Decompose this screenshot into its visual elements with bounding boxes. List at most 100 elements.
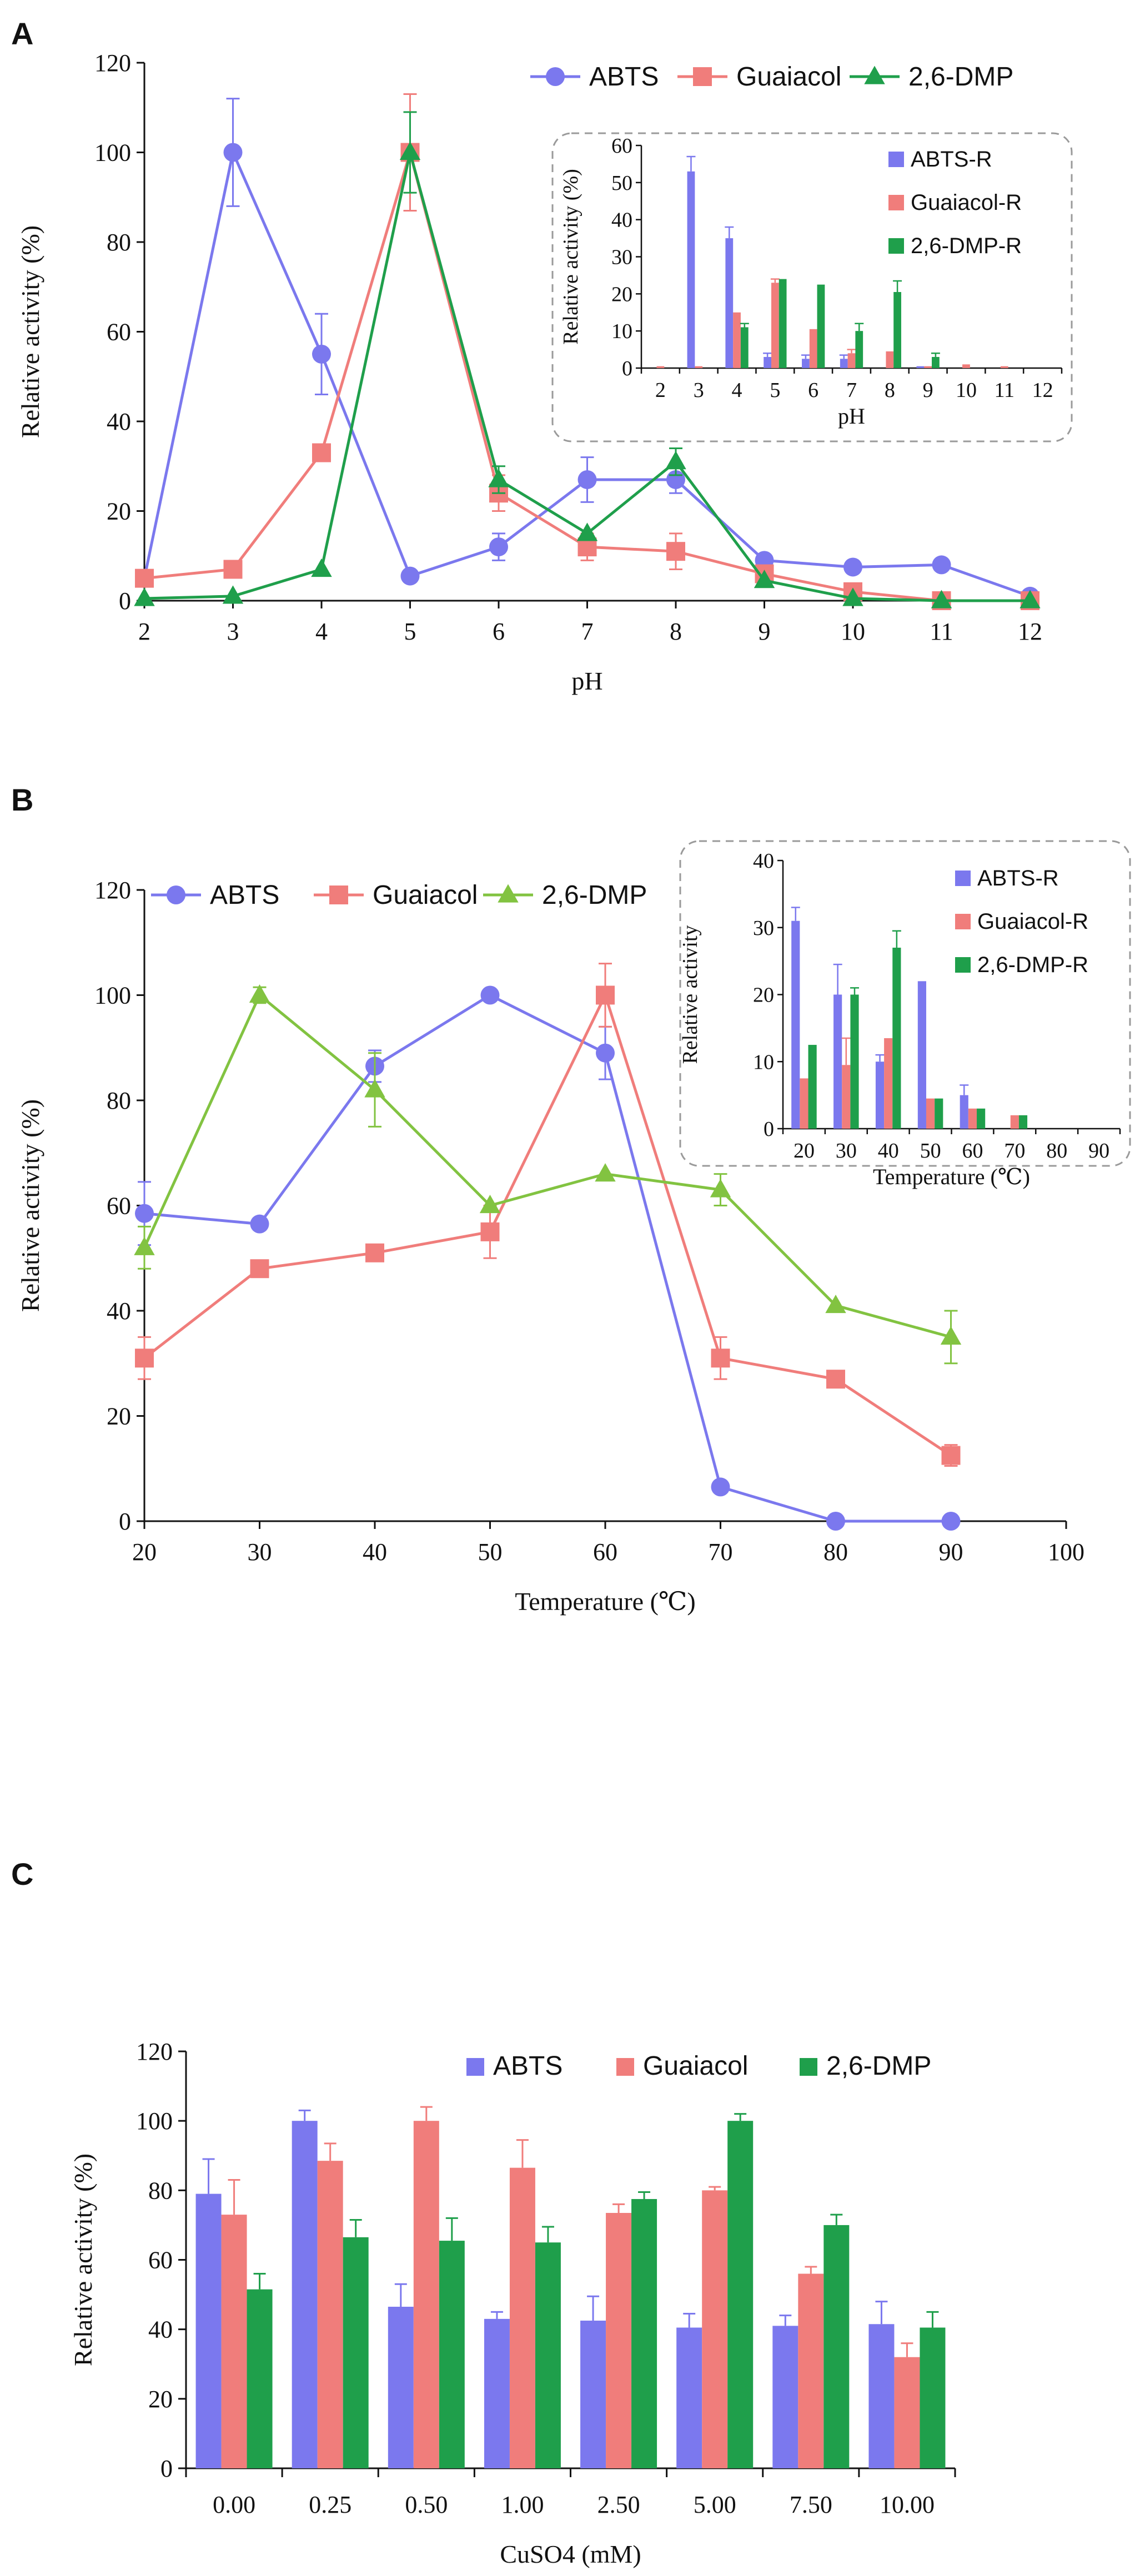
inset-x-tick-label: 10 [956,379,977,402]
data-point [312,443,331,462]
data-point [711,1477,730,1497]
y-tick-label: 80 [107,229,131,256]
inset-legend-swatch [888,195,904,210]
legend-label: 2,6-DMP [542,881,647,910]
bar [195,2193,222,2468]
inset-x-tick-label: 4 [732,379,742,402]
x-tick-label: 50 [478,1538,503,1566]
inset-bar [924,366,932,368]
data-point [754,570,775,588]
inset-bar [840,359,848,368]
data-point [134,587,155,606]
y-tick-label: 80 [148,2177,173,2204]
data-point [711,1349,730,1368]
data-point [826,1512,845,1531]
inset-frame [551,132,1073,442]
inset-x-axis-label: Temperature (℃) [873,1164,1030,1189]
data-point [826,1370,845,1389]
inset-bar [817,284,825,368]
data-point [480,985,500,1005]
inset-y-tick-label: 60 [611,134,632,158]
data-point [365,1243,384,1262]
x-tick-label: 0.00 [213,2491,255,2518]
inset-bar [656,366,665,368]
bar [413,2121,439,2468]
inset-bar [962,364,970,368]
data-point [222,585,244,604]
y-tick-label: 60 [148,2247,173,2274]
legend-label: ABTS [493,2051,563,2081]
inset-x-tick-label: 12 [1032,379,1053,402]
data-point [596,1043,615,1063]
inset-bar [833,994,842,1129]
x-tick-label: 30 [248,1538,272,1566]
inset-y-tick-label: 20 [611,283,632,306]
bar [823,2225,850,2468]
y-axis-label: Relative activity (%) [16,225,44,438]
inset-y-tick-label: 40 [753,849,774,873]
data-point [135,1204,154,1223]
x-tick-label: 1.00 [501,2491,544,2518]
bar [727,2121,754,2468]
legend-swatch [800,2058,817,2076]
data-point [941,1512,961,1531]
series-line-0 [144,993,951,1523]
data-point [576,522,598,541]
x-tick-label: 10.00 [880,2491,935,2518]
legend-marker [693,67,712,86]
y-tick-label: 0 [160,2455,173,2482]
inset-x-tick-label: 20 [794,1139,815,1163]
inset-bar [884,1038,893,1129]
inset-bar [791,920,800,1129]
y-tick-label: 100 [94,982,131,1009]
data-point [312,344,331,364]
inset-y-tick-label: 10 [753,1050,774,1074]
y-tick-label: 20 [107,1403,131,1430]
inset-legend-label: ABTS-R [977,866,1059,890]
data-point [931,590,952,608]
x-axis-label: CuSO4 (mM) [500,2540,641,2568]
inset-x-tick-label: 3 [694,379,704,402]
data-point [710,1179,731,1198]
y-tick-label: 60 [107,319,131,346]
inset-bar [977,1108,986,1129]
data-point [135,1349,154,1368]
inset-y-tick-label: 50 [611,172,632,195]
series-line-1 [143,991,952,1457]
y-tick-label: 40 [148,2316,173,2343]
x-tick-label: 4 [315,618,328,645]
x-tick-label: 20 [132,1538,157,1566]
data-point [1020,590,1041,608]
y-tick-label: 0 [119,1508,131,1535]
inset-bar [764,356,771,368]
bar [631,2198,657,2468]
data-point [399,141,421,160]
data-point [842,587,863,606]
x-tick-label: 11 [930,618,953,645]
x-tick-label: 7 [581,618,594,645]
legend-marker [864,66,885,84]
data-point [249,984,270,1003]
inset-bar [916,366,925,368]
inset-bar [917,981,926,1129]
bar [580,2321,606,2468]
bar [247,2289,273,2468]
bar [292,2121,318,2468]
inset-legend-label: 2,6-DMP-R [911,234,1022,258]
x-axis-label: pH [571,667,602,695]
inset-x-tick-label: 8 [885,379,895,402]
legend-label: 2,6-DMP [826,2051,931,2081]
inset-x-tick-label: 90 [1088,1139,1109,1163]
data-point [480,1222,500,1241]
data-point [223,560,243,579]
inset-bar [855,331,863,368]
y-tick-label: 120 [136,2038,173,2065]
inset-x-tick-label: 7 [846,379,857,402]
bar [484,2318,510,2468]
y-tick-label: 100 [94,139,131,167]
data-point [489,537,508,557]
legend-label: Guaiacol [373,881,478,910]
inset-x-tick-label: 5 [770,379,780,402]
x-tick-label: 7.50 [790,2491,832,2518]
y-axis-label: Relative activity (%) [16,1099,44,1312]
